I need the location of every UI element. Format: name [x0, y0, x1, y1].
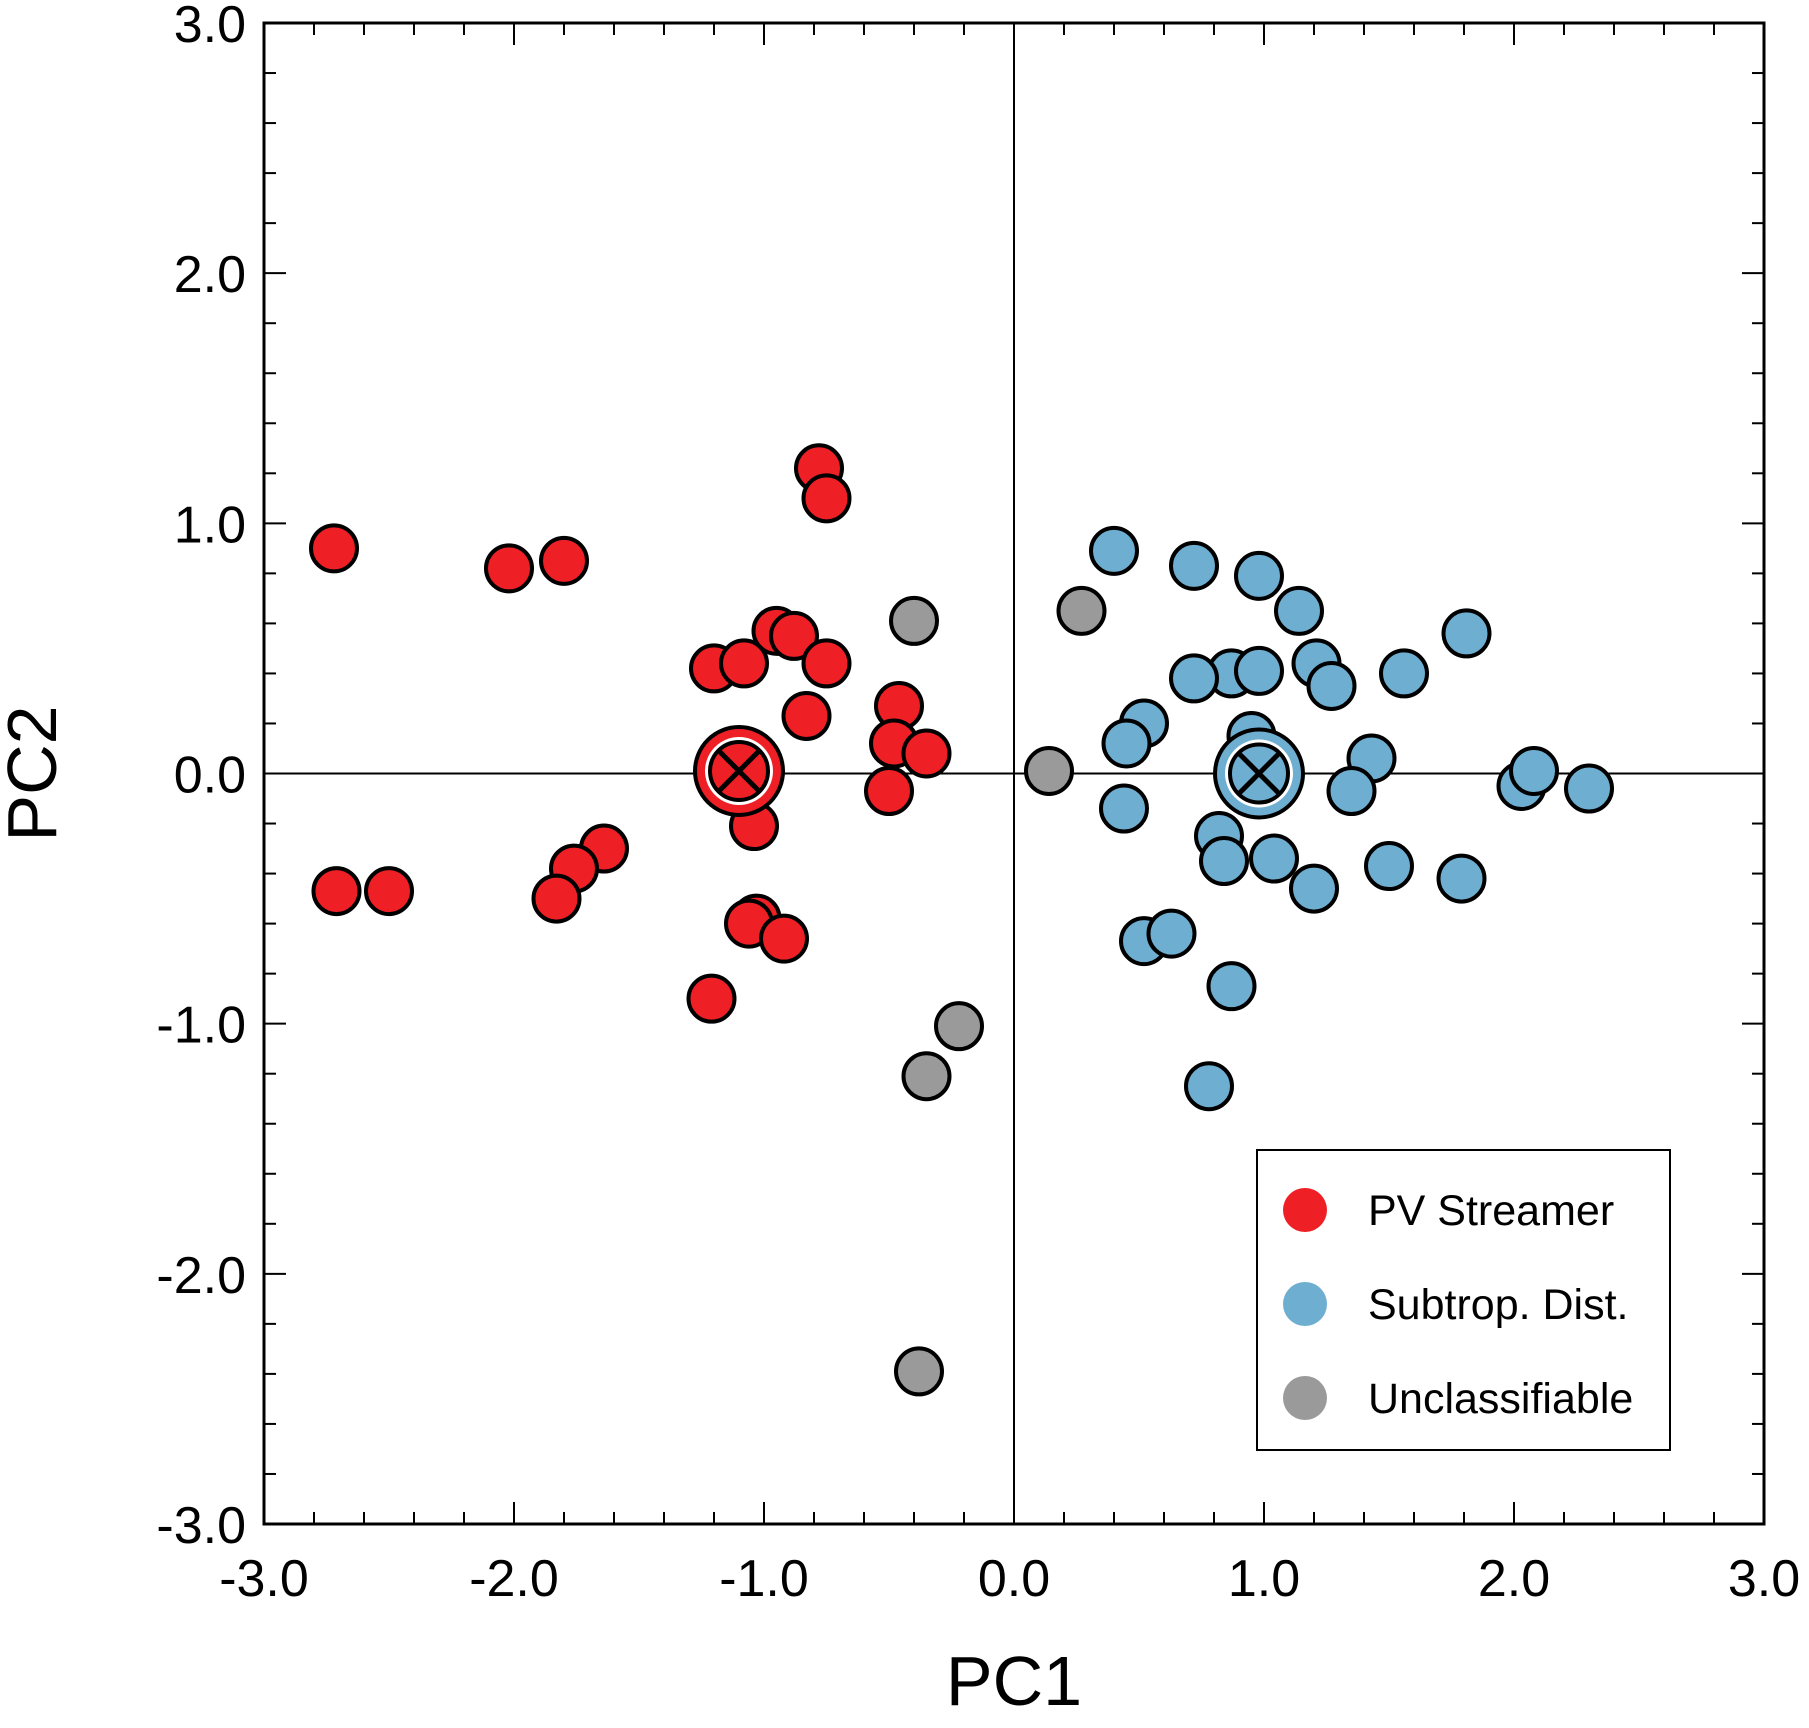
- x-tick-label: -1.0: [719, 1550, 809, 1608]
- point-series-1: [1306, 660, 1357, 711]
- point-series-1: [1234, 645, 1284, 696]
- point-series-0: [864, 766, 914, 817]
- point-series-1: [1509, 745, 1559, 796]
- centroid-markers: [693, 724, 1305, 820]
- point-series-0: [531, 873, 582, 924]
- point-series-1: [1289, 863, 1339, 914]
- x-tick-label: 0.0: [978, 1550, 1050, 1608]
- point-series-1: [1184, 1061, 1234, 1112]
- point-series-1: [1146, 908, 1197, 959]
- point-series-0: [484, 543, 534, 594]
- y-axis-title: PC2: [0, 705, 71, 841]
- x-tick-label: 1.0: [1228, 1550, 1300, 1608]
- point-series-0: [769, 610, 819, 661]
- legend-swatch: [1283, 1282, 1327, 1326]
- point-series-0: [311, 866, 362, 917]
- point-series-0: [801, 638, 852, 689]
- point-series-1: [1274, 585, 1324, 636]
- point-series-0: [309, 523, 359, 574]
- x-tick-label: -3.0: [219, 1550, 309, 1608]
- point-series-1: [1379, 648, 1429, 699]
- centroid-x-stroke: [717, 749, 761, 793]
- y-tick-label: 1.0: [174, 496, 246, 554]
- point-series-1: [1101, 718, 1152, 769]
- point-series-1: [1234, 550, 1284, 601]
- point-series-0: [801, 473, 852, 524]
- point-series-0: [901, 728, 952, 779]
- point-series-0: [781, 690, 832, 741]
- legend-label: Subtrop. Dist.: [1368, 1281, 1629, 1329]
- y-tick-label: -2.0: [156, 1247, 246, 1305]
- point-series-1: [1099, 783, 1149, 834]
- legend-entries: PV Streamer Subtrop. Dist. Unclassifiable: [1283, 1187, 1633, 1423]
- point-series-0: [759, 913, 809, 964]
- point-series-1: [1364, 841, 1414, 892]
- point-series-1: [1199, 836, 1249, 887]
- point-series-0: [686, 973, 737, 1024]
- y-tick-label: 0.0: [174, 747, 246, 805]
- y-tick-label: 3.0: [174, 0, 246, 54]
- legend-label: Unclassifiable: [1368, 1375, 1633, 1423]
- legend-entry-1: Subtrop. Dist.: [1283, 1281, 1629, 1329]
- point-series-2: [934, 1001, 984, 1052]
- point-series-2: [901, 1051, 952, 1102]
- point-series-1: [1169, 653, 1219, 704]
- point-series-1: [1326, 766, 1377, 817]
- point-series-1: [1441, 608, 1492, 659]
- point-series-1: [1089, 525, 1139, 576]
- point-series-1: [1206, 961, 1257, 1012]
- point-series-1: [1436, 853, 1487, 904]
- point-series-1: [1564, 763, 1614, 814]
- legend-swatch: [1283, 1376, 1327, 1420]
- point-series-0: [719, 638, 769, 689]
- y-tick-label: -3.0: [156, 1497, 246, 1555]
- point-series-0: [539, 535, 589, 586]
- x-tick-label: 3.0: [1728, 1550, 1800, 1608]
- point-series-2: [1024, 745, 1074, 796]
- x-axis-title: PC1: [946, 1642, 1082, 1720]
- legend: PV Streamer Subtrop. Dist. Unclassifiable: [1256, 1149, 1671, 1451]
- tick-labels: -3.0 -2.0 -1.0 0.0 1.0 2.0 3.0 -3.0 -2.0 -1.0 0.0 1…: [156, 0, 1800, 1608]
- legend-entry-0: PV Streamer: [1283, 1187, 1614, 1235]
- point-series-2: [889, 595, 939, 646]
- plot-frame: [262, 21, 1766, 1526]
- point-series-1: [1169, 540, 1219, 591]
- y-tick-label: 2.0: [174, 246, 246, 304]
- x-tick-label: 2.0: [1478, 1550, 1550, 1608]
- point-series-2: [894, 1346, 944, 1397]
- y-tick-label: -1.0: [156, 997, 246, 1055]
- point-series-2: [1056, 585, 1107, 636]
- centroid-marker-0: [693, 724, 785, 817]
- centroid-x-stroke: [1237, 751, 1281, 796]
- x-tick-label: -2.0: [469, 1550, 559, 1608]
- legend-swatch: [1283, 1188, 1327, 1232]
- legend-label: PV Streamer: [1368, 1187, 1614, 1235]
- data-points: [309, 443, 1614, 1397]
- point-series-1: [1249, 833, 1299, 884]
- legend-entry-2: Unclassifiable: [1283, 1375, 1633, 1423]
- centroid-marker-1: [1213, 727, 1305, 820]
- point-series-0: [364, 866, 414, 917]
